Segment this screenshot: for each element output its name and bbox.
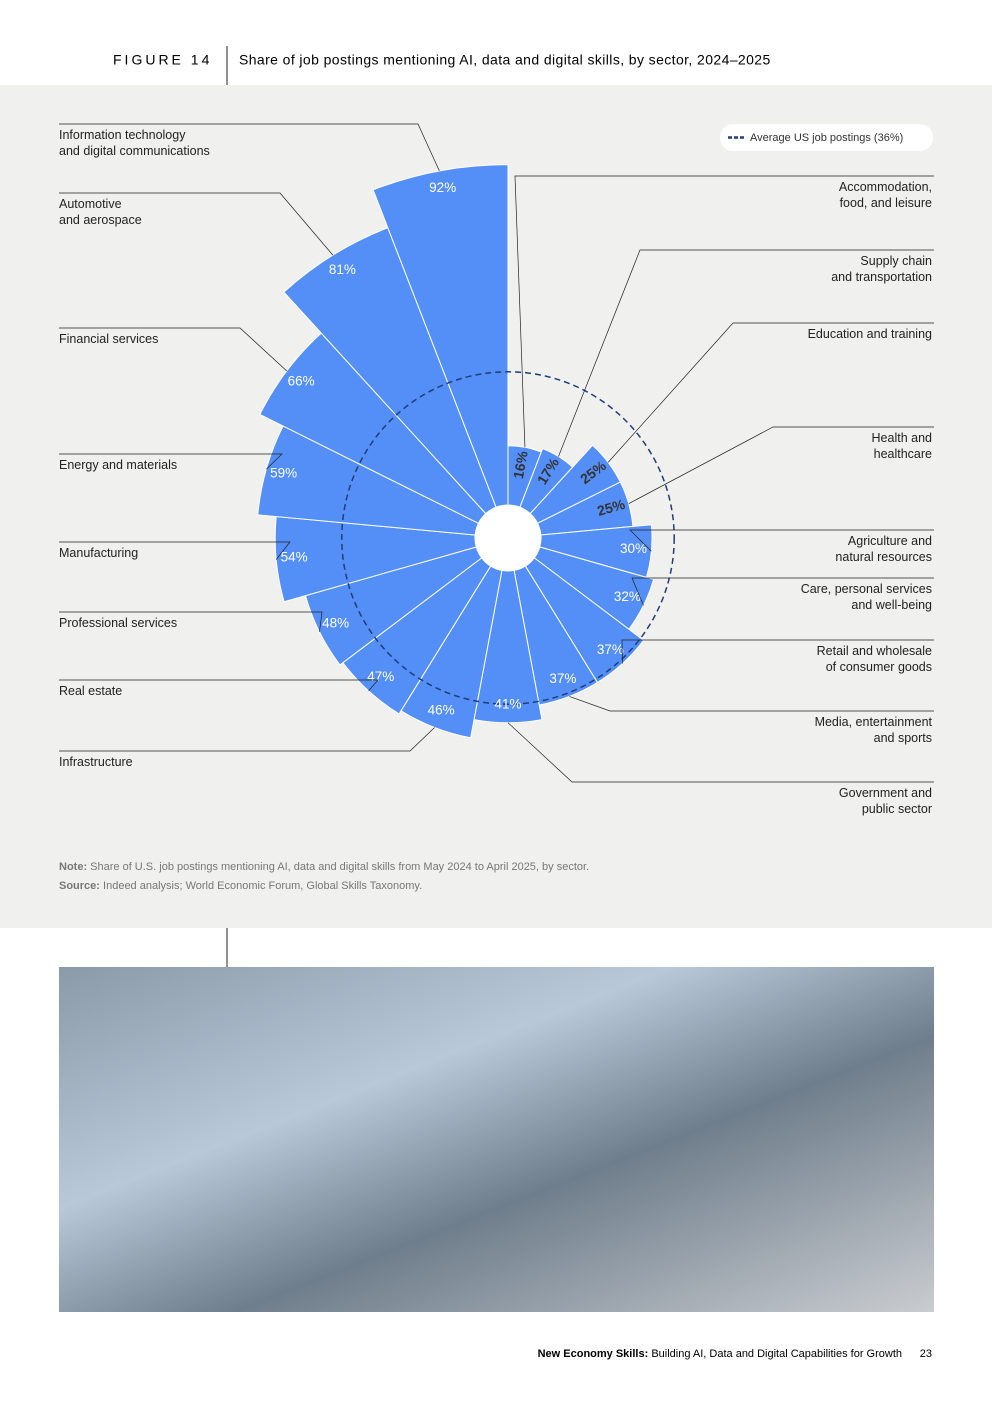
leader-line [59, 611, 323, 632]
value-label: 54% [281, 549, 308, 564]
note: Note: Share of U.S. job postings mention… [59, 861, 589, 873]
photo [59, 967, 934, 1312]
category-label: Infrastructure [59, 755, 133, 769]
figure-title: Share of job postings mentioning AI, dat… [239, 52, 771, 68]
category-label: Manufacturing [59, 546, 139, 560]
source: Source: Indeed analysis; World Economic … [59, 880, 422, 892]
leader-line [629, 529, 934, 552]
category-label: Information technology and digital commu… [59, 128, 210, 158]
leader-line [59, 192, 334, 256]
leader-line [628, 426, 934, 504]
category-label: Professional services [59, 616, 178, 630]
leader-line [607, 322, 934, 463]
leader-line [569, 696, 934, 712]
category-label: Automotive and aerospace [59, 197, 142, 227]
category-label: Retail and wholesale of consumer goods [816, 644, 932, 674]
category-label: Agriculture and natural resources [835, 534, 932, 564]
footer-title: New Economy Skills: Building AI, Data an… [538, 1348, 902, 1360]
legend-box [720, 124, 933, 151]
value-label: 30% [620, 541, 647, 556]
value-label: 48% [322, 615, 349, 630]
leader-line [59, 727, 435, 752]
page-number: 23 [920, 1348, 932, 1360]
category-label: Care, personal services and well-being [800, 582, 932, 612]
category-label: Media, entertainment and sports [814, 715, 932, 745]
legend-label: Average US job postings (36%) [750, 132, 903, 144]
reference-circle [341, 371, 675, 705]
value-label: 16% [510, 449, 531, 480]
value-label: 37% [549, 671, 576, 686]
value-label: 47% [367, 669, 394, 684]
leader-line [558, 249, 934, 457]
category-label: Energy and materials [59, 458, 178, 472]
category-label: Financial services [59, 332, 159, 346]
leader-line [59, 679, 379, 692]
value-label: 92% [429, 180, 456, 195]
category-label: Education and training [807, 327, 932, 341]
category-label: Health and healthcare [871, 431, 932, 461]
center-hole [475, 505, 541, 571]
leader-line [507, 722, 934, 783]
leader-line [59, 453, 283, 470]
category-label: Supply chain and transportation [831, 254, 932, 284]
value-label: 59% [270, 466, 297, 481]
leader-line [59, 541, 291, 560]
leader-line [59, 123, 440, 172]
leader-line [621, 639, 934, 664]
value-label: 37% [597, 642, 624, 657]
leader-line [59, 327, 288, 372]
category-label: Government and public sector [838, 786, 932, 816]
value-label: 46% [428, 702, 455, 717]
chart: 16% 17% 25%25%30%32%37%37%41%46%47%48%54%5… [59, 123, 934, 783]
category-label: Real estate [59, 684, 123, 698]
value-label: 81% [329, 262, 356, 277]
value-label: 66% [288, 373, 315, 388]
value-label: 41% [494, 696, 521, 711]
figure-number: FIGURE 14 [113, 52, 212, 68]
category-label: Accommodation, food, and leisure [838, 180, 932, 210]
leader-line [631, 577, 934, 606]
value-label: 32% [614, 589, 641, 604]
value-label: 25% [595, 496, 627, 519]
leader-line [514, 175, 934, 448]
